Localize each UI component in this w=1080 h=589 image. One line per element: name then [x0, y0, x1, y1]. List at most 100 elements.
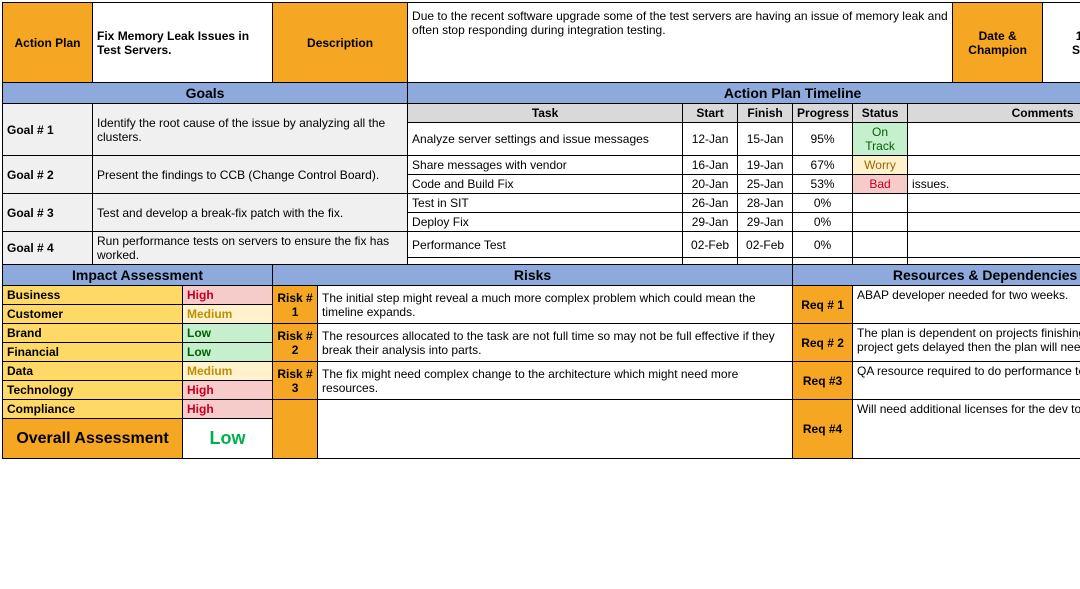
impact-label: Data: [3, 362, 183, 381]
req-label: Req # 2: [793, 324, 853, 362]
task-comments: [908, 194, 1080, 213]
action-plan-table: Action Plan Fix Memory Leak Issues in Te…: [2, 2, 1080, 459]
col-progress: Progress: [793, 104, 853, 123]
task-finish: 29-Jan: [738, 213, 793, 232]
overall-assessment-value: Low: [183, 419, 273, 459]
goal-text: Identify the root cause of the issue by …: [93, 104, 408, 156]
task-status: [853, 232, 908, 258]
goal-label: Goal # 4: [3, 232, 93, 265]
task-progress: [793, 258, 853, 265]
task-comments: [908, 232, 1080, 258]
date-champion-value: 12-Jan-2016 Swapnil Wale: [1043, 3, 1080, 83]
task-progress: 53%: [793, 175, 853, 194]
action-plan-title: Fix Memory Leak Issues in Test Servers.: [93, 3, 273, 83]
task-status: [853, 213, 908, 232]
risk-text: The fix might need complex change to the…: [318, 362, 793, 400]
task-comments: [908, 213, 1080, 232]
goal-text: Present the findings to CCB (Change Cont…: [93, 156, 408, 194]
impact-label: Financial: [3, 343, 183, 362]
champion-value: Swapnil Wale: [1047, 43, 1080, 57]
task-finish: 15-Jan: [738, 123, 793, 156]
req-label: Req # 1: [793, 286, 853, 324]
date-champion-label: Date & Champion: [953, 3, 1043, 83]
risk-text: [318, 400, 793, 459]
risk-label: Risk # 1: [273, 286, 318, 324]
col-status: Status: [853, 104, 908, 123]
risk-label: Risk # 3: [273, 362, 318, 400]
risk-text: The initial step might reveal a much mor…: [318, 286, 793, 324]
task-comments: [908, 258, 1080, 265]
task-finish: 19-Jan: [738, 156, 793, 175]
task-start: 29-Jan: [683, 213, 738, 232]
task-start: 16-Jan: [683, 156, 738, 175]
goals-header: Goals: [3, 83, 408, 104]
description-text: Due to the recent software upgrade some …: [408, 3, 953, 83]
task-finish: [738, 258, 793, 265]
task-start: 20-Jan: [683, 175, 738, 194]
col-start: Start: [683, 104, 738, 123]
impact-level: High: [183, 286, 273, 305]
task-progress: 0%: [793, 213, 853, 232]
req-text: QA resource required to do performance t…: [853, 362, 1080, 400]
col-task: Task: [408, 104, 683, 123]
impact-label: Compliance: [3, 400, 183, 419]
task-name: Performance Test: [408, 232, 683, 258]
impact-level: Low: [183, 343, 273, 362]
task-comments: issues.: [908, 175, 1080, 194]
task-name: Test in SIT: [408, 194, 683, 213]
col-finish: Finish: [738, 104, 793, 123]
impact-header: Impact Assessment: [3, 265, 273, 286]
resources-header: Resources & Dependencies: [793, 265, 1080, 286]
impact-label: Customer: [3, 305, 183, 324]
impact-level: Medium: [183, 362, 273, 381]
task-finish: 25-Jan: [738, 175, 793, 194]
task-progress: 95%: [793, 123, 853, 156]
impact-level: High: [183, 381, 273, 400]
goal-label: Goal # 1: [3, 104, 93, 156]
action-plan-label: Action Plan: [3, 3, 93, 83]
goal-text: Run performance tests on servers to ensu…: [93, 232, 408, 265]
task-progress: 0%: [793, 194, 853, 213]
date-value: 12-Jan-2016: [1047, 29, 1080, 43]
goal-text: Test and develop a break-fix patch with …: [93, 194, 408, 232]
risk-label: Risk # 2: [273, 324, 318, 362]
task-comments: [908, 123, 1080, 156]
col-comments: Comments: [908, 104, 1080, 123]
req-label: Req #4: [793, 400, 853, 459]
task-status: Bad: [853, 175, 908, 194]
task-start: [683, 258, 738, 265]
task-start: 02-Feb: [683, 232, 738, 258]
task-start: 12-Jan: [683, 123, 738, 156]
risk-text: The resources allocated to the task are …: [318, 324, 793, 362]
task-progress: 67%: [793, 156, 853, 175]
req-text: Will need additional licenses for the de…: [853, 400, 1080, 459]
req-label: Req #3: [793, 362, 853, 400]
task-progress: 0%: [793, 232, 853, 258]
description-label: Description: [273, 3, 408, 83]
task-name: [408, 258, 683, 265]
task-comments: [908, 156, 1080, 175]
impact-label: Brand: [3, 324, 183, 343]
risk-label: [273, 400, 318, 459]
task-name: Code and Build Fix: [408, 175, 683, 194]
timeline-header: Action Plan Timeline: [408, 83, 1080, 104]
impact-label: Business: [3, 286, 183, 305]
task-name: Deploy Fix: [408, 213, 683, 232]
goal-label: Goal # 3: [3, 194, 93, 232]
task-name: Analyze server settings and issue messag…: [408, 123, 683, 156]
task-status: [853, 258, 908, 265]
task-status: [853, 194, 908, 213]
task-status: On Track: [853, 123, 908, 156]
task-finish: 28-Jan: [738, 194, 793, 213]
req-text: ABAP developer needed for two weeks.: [853, 286, 1080, 324]
task-name: Share messages with vendor: [408, 156, 683, 175]
task-start: 26-Jan: [683, 194, 738, 213]
task-status: Worry: [853, 156, 908, 175]
req-text: The plan is dependent on projects finish…: [853, 324, 1080, 362]
task-finish: 02-Feb: [738, 232, 793, 258]
risks-header: Risks: [273, 265, 793, 286]
overall-assessment-label: Overall Assessment: [3, 419, 183, 459]
impact-label: Technology: [3, 381, 183, 400]
goal-label: Goal # 2: [3, 156, 93, 194]
impact-level: High: [183, 400, 273, 419]
